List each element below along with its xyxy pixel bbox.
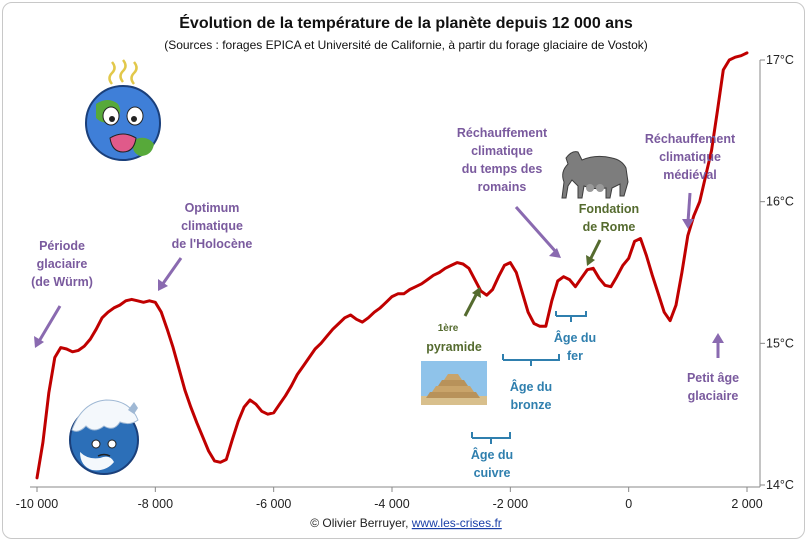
x-tick-label: -6 000 (256, 497, 291, 511)
annotation-line: du temps des (462, 162, 543, 176)
bracket-fer (555, 311, 587, 322)
x-tick-label: -4 000 (374, 497, 409, 511)
y-axis-ticks: 14°C 15°C 16°C 17°C (760, 53, 794, 492)
y-tick-label: 16°C (766, 195, 794, 209)
frozen-earth-icon (69, 399, 139, 475)
annotation-age-du-bronze: Âge du bronze (510, 379, 552, 412)
annotation-premiere-pyramide: 1ère pyramide (426, 323, 482, 354)
y-tick-label: 14°C (766, 478, 794, 492)
annotation-line: Âge du (471, 447, 513, 462)
x-tick-label: -8 000 (138, 497, 173, 511)
annotation-line: 1ère (438, 323, 459, 334)
annotation-line: Fondation (579, 202, 639, 216)
annotation-optimum-holocene: Optimum climatique de l'Holocène (172, 201, 253, 251)
arrowhead-roman (549, 248, 561, 258)
annotation-line: climatique (659, 150, 721, 164)
annotation-line: fer (567, 349, 583, 363)
arrowhead-medieval (682, 219, 694, 229)
annotation-line: glaciaire (37, 257, 88, 271)
x-axis-ticks: -10 000 -8 000 -6 000 -4 000 -2 000 0 2 000 (16, 487, 763, 511)
step-pyramid-icon (421, 361, 487, 405)
arrowhead-rome (586, 255, 595, 266)
annotation-line: pyramide (426, 340, 482, 354)
arrow-holocene (160, 257, 183, 286)
x-tick-label: 2 000 (731, 497, 762, 511)
annotation-line: climatique (471, 144, 533, 158)
annotation-age-du-fer: Âge du fer (554, 330, 596, 363)
annotation-line: Réchauffement (645, 132, 736, 146)
y-tick-label: 15°C (766, 336, 794, 350)
annotation-line: glaciaire (688, 389, 739, 403)
annotation-line: Petit âge (687, 371, 739, 385)
arrow-roman (514, 206, 558, 253)
credit-line: © Olivier Berruyer, www.les-crises.fr (310, 516, 502, 530)
annotation-line: (de Würm) (31, 275, 93, 289)
bracket-cuivre (471, 432, 511, 444)
annotation-rechauffement-romain: Réchauffement climatique du temps des romai… (457, 126, 548, 194)
chart-subtitle: (Sources : forages EPICA et Université d… (164, 38, 648, 52)
capitoline-wolf-icon (561, 151, 629, 199)
annotation-line: cuivre (474, 466, 511, 480)
x-tick-label: -2 000 (493, 497, 528, 511)
annotation-line: bronze (511, 398, 552, 412)
credit-link[interactable]: www.les-crises.fr (411, 516, 502, 530)
arrowhead-holocene (158, 279, 168, 291)
arrowhead-pyramid (472, 287, 481, 298)
annotation-line: climatique (181, 219, 243, 233)
annotation-line: médiéval (663, 168, 717, 182)
annotation-line: Âge du (554, 330, 596, 345)
annotation-arrows (34, 192, 724, 358)
annotation-line: Âge du (510, 379, 552, 394)
annotation-line: Période (39, 239, 85, 253)
annotation-line: romains (478, 180, 527, 194)
annotation-line: de Rome (583, 220, 636, 234)
annotation-periode-glaciaire: Période glaciaire (de Würm) (31, 239, 93, 289)
age-brackets (471, 311, 587, 444)
chart-title: Évolution de la température de la planèt… (179, 13, 633, 32)
annotation-fondation-rome: Fondation de Rome (579, 202, 639, 234)
arrowhead-little-ice-age (712, 333, 724, 343)
arrow-rome (588, 239, 602, 261)
arrowhead-glacial (34, 336, 44, 348)
annotation-line: de l'Holocène (172, 237, 253, 251)
bracket-bronze (502, 354, 560, 366)
x-tick-label: -10 000 (16, 497, 58, 511)
arrow-glacial (36, 305, 62, 344)
annotation-age-du-cuivre: Âge du cuivre (471, 447, 513, 480)
x-tick-label: 0 (625, 497, 632, 511)
annotation-rechauffement-medieval: Réchauffement climatique médiéval (645, 132, 736, 182)
temperature-series-line (35, 51, 749, 480)
annotations: Période glaciaire (de Würm) Optimum climatiq… (31, 126, 739, 480)
annotation-petit-age-glaciaire: Petit âge glaciaire (687, 371, 739, 403)
credit-author: © Olivier Berruyer, (310, 516, 408, 530)
arrow-medieval (686, 192, 692, 223)
sweating-earth-icon (85, 59, 161, 161)
y-tick-label: 17°C (766, 53, 794, 67)
annotation-line: Réchauffement (457, 126, 548, 140)
annotation-line: Optimum (185, 201, 240, 215)
arrow-pyramid (463, 292, 479, 317)
